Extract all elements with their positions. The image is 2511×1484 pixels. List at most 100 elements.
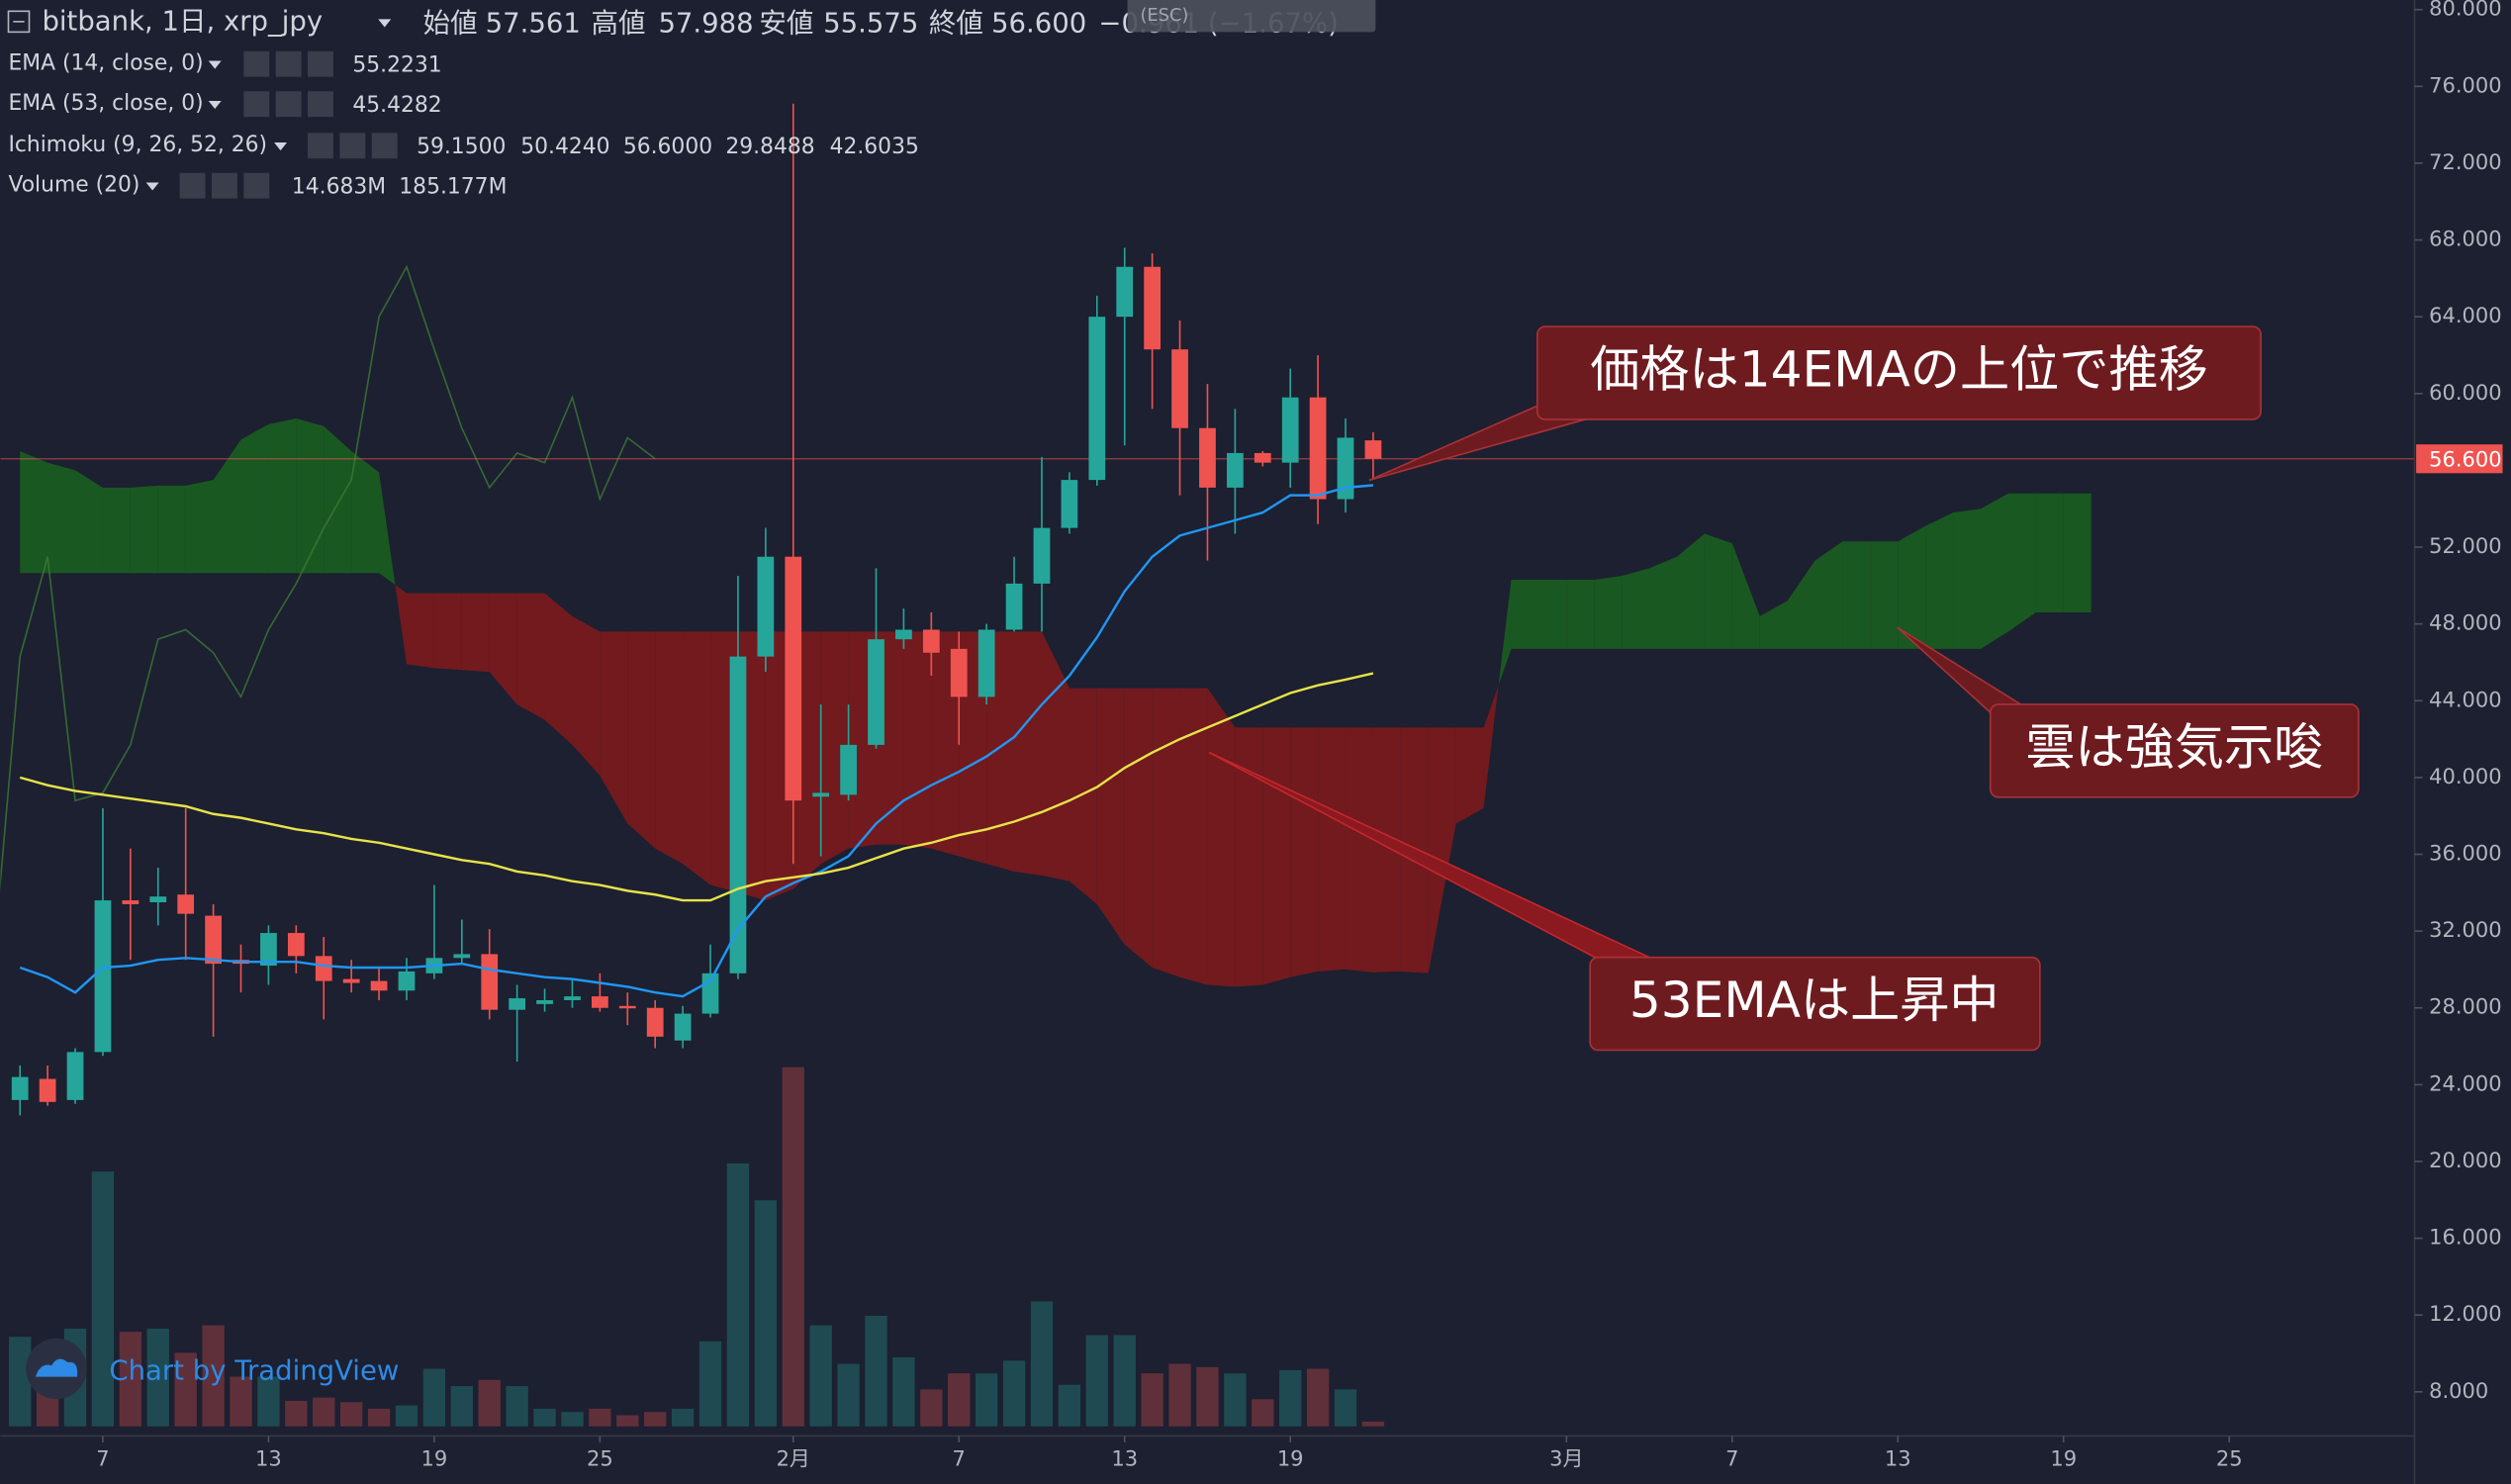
- volume-bar: [9, 1337, 32, 1427]
- ichimoku-cloud: [1704, 533, 1732, 649]
- legend-value: 45.4282: [352, 93, 441, 118]
- open-value: 57.561: [486, 7, 581, 39]
- symbol-caret[interactable]: [378, 19, 392, 28]
- candle-body: [260, 933, 277, 967]
- settings-icon[interactable]: [339, 133, 366, 159]
- close-label: 終値: [929, 7, 983, 39]
- ichimoku-cloud: [683, 631, 711, 885]
- remove-icon[interactable]: [371, 133, 398, 159]
- legend-name[interactable]: Volume (20): [8, 173, 140, 198]
- candle-body: [812, 792, 830, 797]
- candle-body: [509, 998, 526, 1010]
- ichimoku-cloud: [1346, 727, 1373, 973]
- ichimoku-cloud: [627, 631, 656, 849]
- legend: EMA (14, close, 0) 55.2231 EMA (53, clos…: [8, 51, 918, 200]
- ichimoku-cloud: [600, 631, 628, 824]
- candle-body: [840, 744, 857, 795]
- legend-name[interactable]: EMA (53, close, 0): [8, 91, 203, 116]
- x-tick-label: 19: [1277, 1446, 1304, 1471]
- volume-bar: [616, 1415, 639, 1427]
- eye-icon[interactable]: [243, 50, 270, 77]
- legend-value: 59.1500: [417, 135, 506, 159]
- y-tick-label: 8.000: [2429, 1378, 2488, 1403]
- candle-body: [1254, 452, 1271, 463]
- candle-body: [94, 900, 112, 1053]
- ichimoku-cloud: [544, 593, 573, 745]
- volume-bar: [1085, 1335, 1108, 1427]
- header: bitbank, 1日, xrp_jpy 始値 57.561 高値 57.988…: [7, 0, 1376, 39]
- candle-body: [1005, 583, 1023, 630]
- volume-bar: [285, 1400, 308, 1427]
- ichimoku-cloud: [461, 593, 490, 673]
- legend-caret[interactable]: [208, 60, 222, 69]
- y-tick-label: 72.000: [2429, 149, 2502, 174]
- y-tick-label: 28.000: [2429, 994, 2502, 1019]
- candle-body: [729, 656, 747, 974]
- ichimoku-cloud: [1152, 688, 1180, 977]
- legend-caret[interactable]: [208, 100, 222, 110]
- remove-icon[interactable]: [308, 91, 333, 118]
- ichimoku-cloud: [268, 418, 297, 574]
- ichimoku-cloud: [572, 615, 601, 776]
- settings-icon[interactable]: [275, 50, 302, 77]
- watermark: Chart by TradingView: [26, 1338, 399, 1400]
- x-tick-label: 7: [1725, 1446, 1738, 1471]
- volume-bar: [1141, 1373, 1163, 1427]
- candle-body: [1088, 317, 1106, 481]
- ichimoku-cloud: [102, 487, 131, 574]
- candle-body: [11, 1076, 29, 1100]
- eye-icon[interactable]: [308, 133, 333, 159]
- annotation-text: 価格は14EMAの上位で推移: [1590, 340, 2208, 399]
- symbol[interactable]: bitbank, 1日, xrp_jpy: [42, 6, 323, 38]
- ichimoku-cloud: [1124, 688, 1153, 968]
- ema-line: [19, 484, 1374, 998]
- volume-bar: [837, 1363, 860, 1427]
- volume-bar: [589, 1408, 611, 1427]
- candle-body: [895, 629, 912, 640]
- candle-body: [1061, 480, 1078, 528]
- y-tick-label: 32.000: [2429, 917, 2502, 942]
- remove-icon[interactable]: [308, 50, 333, 77]
- eye-icon[interactable]: [243, 91, 270, 118]
- high-label: 高値: [591, 7, 645, 39]
- ichimoku-cloud: [1566, 580, 1595, 649]
- candle-body: [1226, 452, 1244, 488]
- ichimoku-cloud: [47, 462, 76, 574]
- collapse-icon[interactable]: [7, 10, 31, 34]
- ichimoku-cloud: [324, 425, 352, 574]
- volume-bar: [119, 1332, 142, 1427]
- ichimoku-cloud: [1676, 533, 1705, 649]
- remove-icon[interactable]: [243, 172, 270, 199]
- ichimoku-cloud: [1898, 525, 1926, 649]
- ichimoku-cloud: [1649, 556, 1677, 649]
- esc-tooltip[interactable]: [1127, 0, 1376, 33]
- volume-bar: [174, 1352, 197, 1427]
- axes: 8.000 12.000 16.000 20.000 24.000 28.000 32.00…: [96, 0, 2503, 1471]
- open-label: 始値: [423, 7, 478, 39]
- y-tick-label: 36.000: [2429, 841, 2502, 866]
- legend-name[interactable]: EMA (14, close, 0): [8, 51, 203, 76]
- legend-caret[interactable]: [145, 182, 159, 191]
- candle-body: [398, 971, 416, 991]
- settings-icon[interactable]: [211, 172, 237, 199]
- candle-body: [149, 896, 167, 903]
- candle-body: [646, 1007, 664, 1037]
- candle-body: [66, 1052, 84, 1100]
- legend-name[interactable]: Ichimoku (9, 26, 52, 26): [8, 133, 267, 157]
- ichimoku-cloud: [1069, 688, 1097, 904]
- legend-caret[interactable]: [274, 142, 288, 151]
- volume-bar: [395, 1405, 418, 1427]
- volume-bar: [1196, 1366, 1219, 1427]
- volume-bar: [478, 1379, 501, 1427]
- settings-icon[interactable]: [275, 91, 302, 118]
- ichimoku-cloud: [2063, 493, 2092, 613]
- y-tick-label: 52.000: [2429, 533, 2502, 558]
- legend-value: 29.8488: [725, 135, 814, 159]
- candle-body: [950, 648, 968, 697]
- high-value: 57.988: [658, 7, 753, 39]
- watermark-logo-cloud: [35, 1358, 78, 1377]
- eye-icon[interactable]: [179, 172, 206, 199]
- candle-body: [564, 996, 581, 1000]
- candle-body: [315, 956, 332, 981]
- volume-bar: [146, 1328, 169, 1427]
